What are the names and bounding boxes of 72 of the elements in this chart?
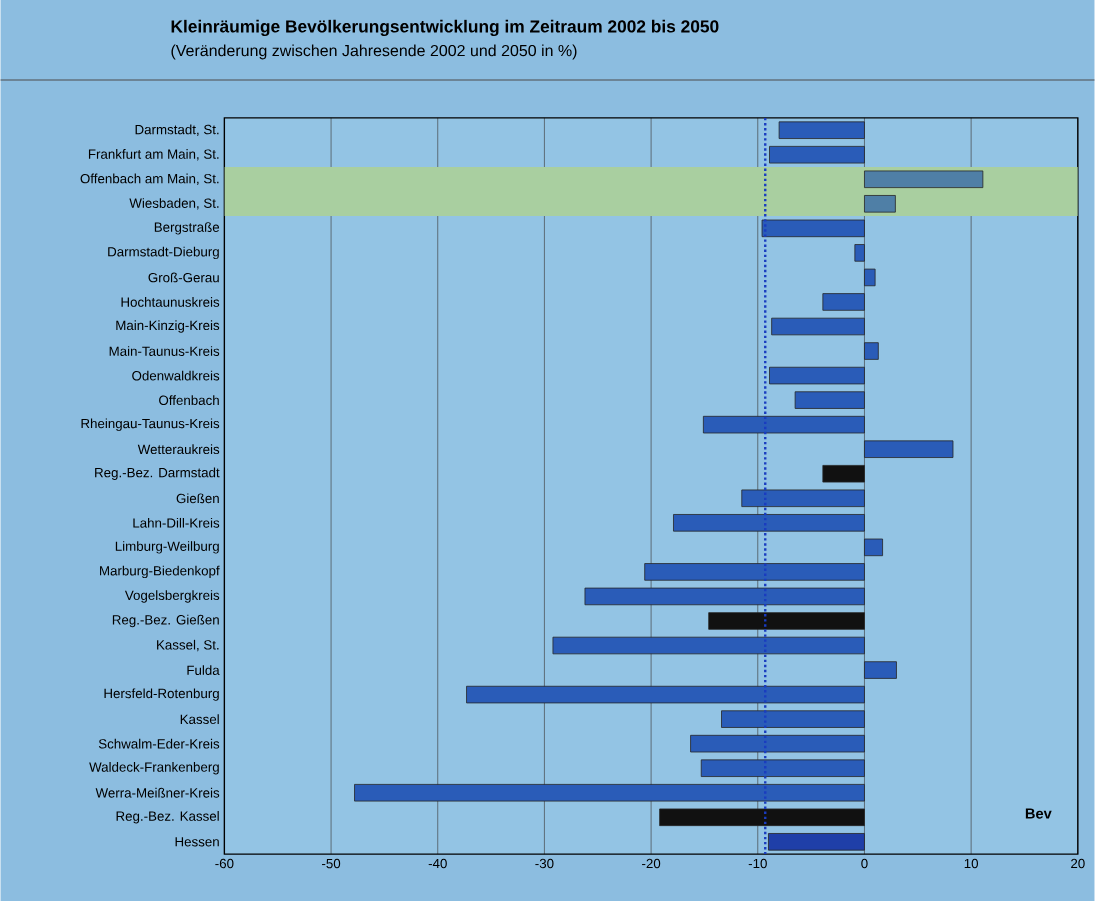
bar	[761, 219, 865, 237]
bar	[673, 513, 865, 532]
bar	[822, 464, 865, 483]
x-tick-label: 20	[1071, 858, 1085, 869]
bar	[864, 661, 897, 679]
bar	[552, 636, 865, 655]
y-tick-label: Limburg-Weilburg	[115, 540, 219, 554]
bar	[768, 832, 865, 851]
y-tick-label: Wiesbaden, St.	[129, 197, 219, 210]
bar	[584, 587, 865, 605]
y-tick-label: Kassel, St.	[157, 639, 219, 652]
bar	[778, 121, 865, 139]
x-tick-label: -60	[215, 858, 234, 869]
bar	[794, 391, 865, 409]
y-tick-label: Marburg-Biedenkopf	[100, 565, 220, 578]
y-tick-label: Hessen	[175, 836, 219, 847]
y-tick-label: Waldeck-Frankenberg	[89, 761, 219, 775]
bar	[741, 489, 865, 507]
bar	[466, 685, 865, 704]
x-tick-label: 0	[861, 858, 868, 869]
bar	[702, 415, 865, 434]
y-tick-label: Main-Taunus-Kreis	[109, 345, 220, 356]
bar	[354, 783, 865, 802]
y-tick-label: Groß-Gerau	[148, 272, 219, 283]
bar	[854, 243, 865, 262]
y-tick-label: Kassel	[180, 714, 219, 724]
x-tick-label: -30	[535, 858, 554, 869]
bar	[644, 562, 865, 581]
y-tick-label: Vogelsbergkreis	[124, 590, 220, 603]
y-tick-label: Hersfeld-Rotenburg	[104, 688, 219, 701]
y-tick-label: Lahn-Dill-Kreis	[133, 517, 220, 528]
y-tick-label: Fulda	[187, 664, 220, 675]
y-tick-label: Offenbach am Main, St.	[80, 173, 219, 185]
y-tick-label: Reg.-Bez. Gießen	[112, 614, 219, 627]
x-tick-label: -10	[748, 858, 767, 869]
bar	[700, 759, 865, 777]
bar	[708, 612, 865, 630]
chart-title: Kleinräumige Bevölkerungsentwicklung im Zeitraum 2002 bis 2050	[171, 19, 719, 36]
bar	[769, 366, 865, 385]
y-tick-label: Odenwaldkreis	[132, 370, 220, 381]
y-tick-label: Reg.-Bez. Kassel	[116, 810, 219, 824]
bar	[864, 268, 876, 286]
y-tick-label: Wetteraukreis	[137, 444, 220, 454]
y-tick-label: Frankfurt am Main, St.	[88, 148, 219, 161]
x-tick-label: -20	[642, 858, 661, 869]
bar	[864, 342, 879, 360]
bar	[864, 440, 954, 458]
y-tick-label: Schwalm-Eder-Kreis	[98, 738, 220, 749]
annotation: Bev	[1025, 808, 1052, 819]
y-tick-label: Reg.-Bez. Darmstadt	[95, 467, 220, 480]
bar	[864, 170, 984, 188]
x-tick-label: -50	[322, 858, 341, 869]
x-tick-label: -40	[428, 858, 447, 869]
y-tick-label: Bergstraße	[154, 221, 220, 235]
y-tick-label: Main-Kinzig-Kreis	[116, 320, 220, 333]
y-tick-label: Rheingau-Taunus-Kreis	[81, 418, 220, 431]
chart-subtitle: (Veränderung zwischen Jahresende 2002 und 2050 in %)	[171, 44, 577, 60]
bar	[864, 538, 883, 556]
bar	[659, 808, 865, 826]
y-tick-label: Darmstadt-Dieburg	[108, 246, 219, 259]
bar	[690, 734, 865, 753]
y-tick-label: Gießen	[176, 493, 219, 503]
bar	[769, 145, 865, 164]
y-tick-label: Darmstadt, St.	[135, 124, 219, 136]
bar	[822, 293, 865, 311]
y-tick-label: Hochtaunuskreis	[121, 296, 220, 307]
y-tick-label: Werra-Meißner-Kreis	[95, 787, 220, 798]
bar	[721, 710, 865, 728]
bar	[771, 317, 865, 336]
x-tick-label: 10	[964, 858, 979, 869]
bar	[864, 194, 896, 213]
y-tick-label: Offenbach	[159, 395, 219, 405]
